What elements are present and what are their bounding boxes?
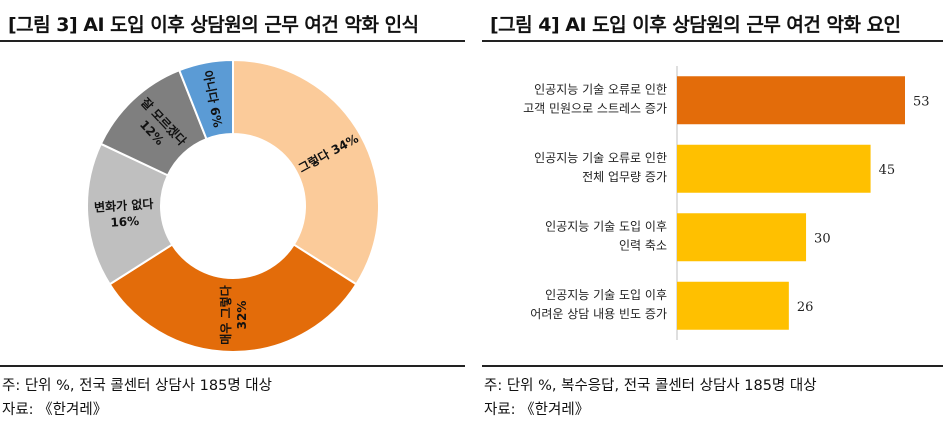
category-label: 인공지능 기술 도입 이후 [545,219,667,233]
title-rule [0,40,465,42]
slice-value-label: 16% [110,214,140,230]
category-label: 인공지능 기술 도입 이후 [545,288,667,302]
slice-label: 변화가 없다 [94,196,154,215]
bar [677,144,871,193]
chart-source: 자료: 《한겨레》 [2,402,108,418]
bar [677,213,807,262]
bar [677,281,789,330]
category-label: 고객 민원으로 스트레스 증가 [523,101,667,115]
chart-source: 자료: 《한겨레》 [484,402,590,418]
note-rule [482,365,943,367]
title-rule [482,40,943,42]
bar-value-label: 26 [797,300,814,315]
donut-slice [232,58,380,286]
chart-title: [그림 4] AI 도입 이후 상담원의 근무 여건 악화 요인 [490,14,901,36]
note-rule [0,365,465,367]
slice-label: 매우 그렇다 [218,285,233,344]
chart-note: 주: 단위 %, 전국 콜센터 상담사 185명 대상 [2,378,272,394]
bar-value-label: 30 [814,231,831,246]
donut-chart-panel: [그림 3] AI 도입 이후 상담원의 근무 여건 악화 인식 그렇다 34%… [0,0,465,427]
category-label: 전체 업무량 증가 [582,170,667,184]
slice-label-group: 매우 그렇다 32% [218,285,249,344]
donut-slice [108,243,358,353]
category-label: 인력 축소 [619,238,667,252]
bar-value-label: 45 [879,163,896,178]
slice-value-label: 32% [235,301,249,330]
chart-note: 주: 단위 %, 복수응답, 전국 콜센터 상담사 185명 대상 [484,378,817,394]
bar-chart-panel: [그림 4] AI 도입 이후 상담원의 근무 여건 악화 요인 53 인공지능 … [482,0,943,427]
bar-value-label: 53 [913,94,930,109]
chart-title: [그림 3] AI 도입 이후 상담원의 근무 여건 악화 인식 [8,14,419,36]
category-label: 어려운 상담 내용 빈도 증가 [530,307,667,321]
bar [677,76,905,125]
category-label: 인공지능 기술 오류로 인한 [534,82,667,96]
category-label: 인공지능 기술 오류로 인한 [534,151,667,165]
donut-slice [177,58,234,141]
